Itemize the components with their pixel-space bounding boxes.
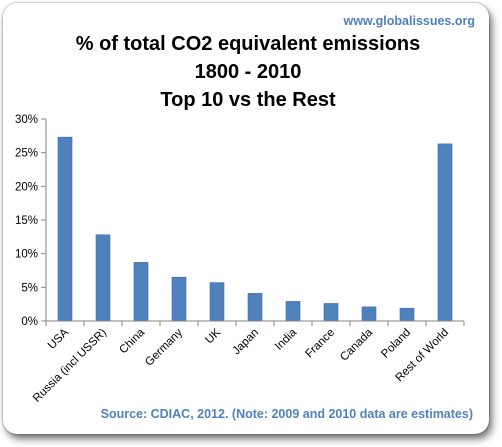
x-tick-label: Poland (379, 327, 413, 361)
source-note: Source: CDIAC, 2012. (Note: 2009 and 201… (101, 407, 473, 421)
chart-title-line-3: Top 10 vs the Rest (160, 89, 336, 111)
chart-title-line-2: 1800 - 2010 (195, 61, 302, 83)
site-url[interactable]: www.globalissues.org (342, 14, 475, 28)
bar-poland (399, 307, 415, 322)
y-tick-label: 10% (15, 249, 38, 261)
bar-russia-incl-ussr (95, 234, 111, 322)
y-axis: 0% 5% 10% 15% 20% 25% 30% (15, 114, 47, 328)
bar-canada (361, 306, 377, 322)
chart-card (3, 3, 489, 434)
x-tick-label: India (273, 326, 300, 353)
x-tick-label: Germany (143, 326, 185, 368)
x-tick-label: UK (203, 326, 223, 346)
bar-rest-of-world (437, 143, 453, 322)
x-tick-label: China (117, 326, 147, 356)
chart-title-line-1: % of total CO2 equivalent emissions (76, 33, 421, 55)
x-tick-label: Canada (338, 326, 375, 363)
y-tick-label: 15% (15, 215, 38, 227)
bar-japan (247, 293, 263, 322)
y-tick-label: 20% (15, 181, 38, 193)
y-tick-label: 0% (21, 316, 38, 328)
y-tick-label: 25% (15, 148, 38, 160)
bar-france (323, 303, 339, 322)
y-tick-label: 5% (21, 282, 38, 294)
y-tick-label: 30% (15, 114, 38, 126)
bar-germany (171, 276, 187, 322)
bars (57, 136, 453, 322)
x-tick-label: France (303, 327, 337, 361)
bar-india (285, 301, 301, 322)
bar-usa (57, 136, 73, 322)
x-tick-label: Russia (incl USSR) (31, 327, 109, 405)
bar-china (133, 262, 149, 322)
x-tick-label: Japan (230, 327, 261, 358)
bar-uk (209, 282, 225, 322)
x-tick-label: USA (46, 326, 71, 351)
